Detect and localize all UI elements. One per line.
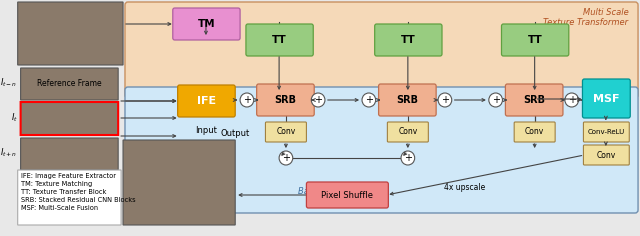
FancyBboxPatch shape xyxy=(173,8,240,40)
FancyBboxPatch shape xyxy=(506,84,563,116)
Text: TT: TT xyxy=(272,35,287,45)
Text: +: + xyxy=(404,153,412,163)
Text: +: + xyxy=(243,95,251,105)
Text: Conv: Conv xyxy=(276,127,296,136)
FancyBboxPatch shape xyxy=(582,79,630,118)
Text: 4x upscale: 4x upscale xyxy=(444,184,485,193)
Text: Reference Frame: Reference Frame xyxy=(37,79,102,88)
Circle shape xyxy=(401,151,415,165)
Text: Input: Input xyxy=(195,126,217,135)
FancyBboxPatch shape xyxy=(379,84,436,116)
Circle shape xyxy=(438,93,452,107)
Text: Pixel Shuffle: Pixel Shuffle xyxy=(321,190,373,199)
FancyBboxPatch shape xyxy=(125,2,638,98)
Text: Conv: Conv xyxy=(525,127,544,136)
Text: +: + xyxy=(441,95,449,105)
FancyBboxPatch shape xyxy=(20,102,118,135)
FancyBboxPatch shape xyxy=(502,24,569,56)
Text: TM: TM xyxy=(198,19,215,29)
Text: +: + xyxy=(365,95,373,105)
Text: Multi Scale
Texture Transformer: Multi Scale Texture Transformer xyxy=(543,8,628,27)
Circle shape xyxy=(279,151,292,165)
FancyBboxPatch shape xyxy=(584,122,629,142)
Text: SRB: SRB xyxy=(396,95,419,105)
Text: +: + xyxy=(492,95,500,105)
FancyBboxPatch shape xyxy=(514,122,555,142)
Text: +: + xyxy=(568,95,576,105)
Text: Conv: Conv xyxy=(398,127,417,136)
FancyBboxPatch shape xyxy=(20,138,118,170)
Text: $I_{t-n}$: $I_{t-n}$ xyxy=(1,77,18,89)
Text: Backbone Network: Backbone Network xyxy=(298,187,377,196)
Circle shape xyxy=(362,93,376,107)
FancyBboxPatch shape xyxy=(18,2,123,65)
Text: TT: TT xyxy=(401,35,416,45)
FancyBboxPatch shape xyxy=(374,24,442,56)
FancyBboxPatch shape xyxy=(20,68,118,100)
Text: IFE: Image Feature Extractor
TM: Texture Matching
TT: Texture Transfer Block
SRB: IFE: Image Feature Extractor TM: Texture… xyxy=(20,173,135,211)
FancyBboxPatch shape xyxy=(18,170,121,225)
FancyBboxPatch shape xyxy=(246,24,313,56)
Text: $I_t$: $I_t$ xyxy=(11,112,18,124)
Text: IFE: IFE xyxy=(197,96,216,106)
Text: SRB: SRB xyxy=(275,95,296,105)
Text: Conv: Conv xyxy=(596,151,616,160)
Text: $I_{t+n}$: $I_{t+n}$ xyxy=(1,147,18,159)
FancyBboxPatch shape xyxy=(125,87,638,213)
Text: +: + xyxy=(314,95,322,105)
Text: SRB: SRB xyxy=(523,95,545,105)
Circle shape xyxy=(489,93,502,107)
FancyBboxPatch shape xyxy=(266,122,307,142)
Circle shape xyxy=(565,93,579,107)
Text: +: + xyxy=(282,153,290,163)
Text: Conv-ReLU: Conv-ReLU xyxy=(588,129,625,135)
Circle shape xyxy=(311,93,325,107)
FancyBboxPatch shape xyxy=(584,145,629,165)
FancyBboxPatch shape xyxy=(178,85,236,117)
Text: TT: TT xyxy=(528,35,543,45)
Text: MSF: MSF xyxy=(593,93,620,104)
Text: Output: Output xyxy=(221,129,250,138)
FancyBboxPatch shape xyxy=(257,84,314,116)
FancyBboxPatch shape xyxy=(123,140,236,225)
Circle shape xyxy=(240,93,253,107)
FancyBboxPatch shape xyxy=(307,182,388,208)
FancyBboxPatch shape xyxy=(387,122,428,142)
